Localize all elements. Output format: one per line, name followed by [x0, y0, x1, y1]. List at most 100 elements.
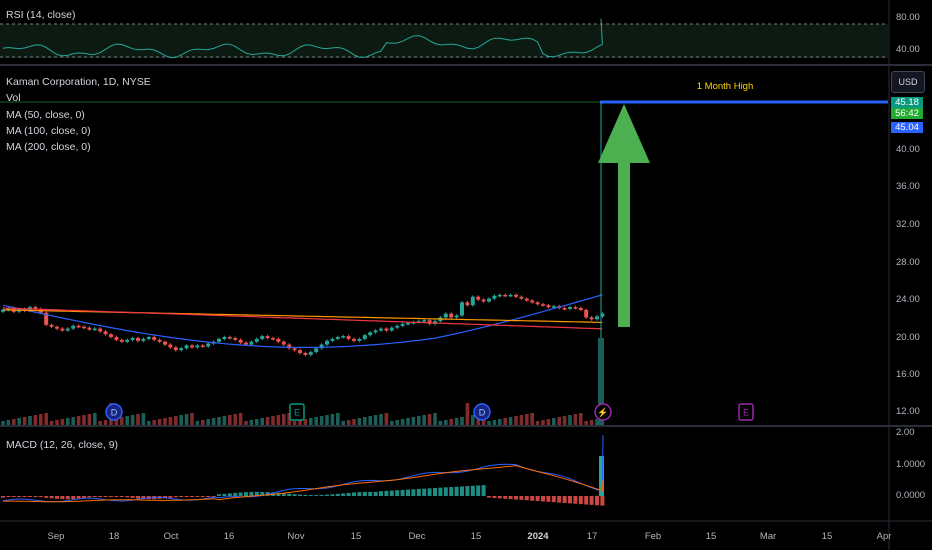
volume-bar — [190, 413, 194, 425]
macd-histogram-bar — [508, 496, 513, 500]
x-label-15d: 15 — [821, 531, 833, 542]
volume-bar — [562, 416, 567, 425]
candle-body — [551, 306, 556, 308]
ma50-line — [2, 294, 603, 348]
symbol-title[interactable]: Kaman Corporation, 1D, NYSE — [6, 76, 151, 88]
x-label-15c: 15 — [705, 531, 717, 542]
candle-body — [33, 307, 38, 309]
macd-histogram-bar — [460, 486, 464, 496]
volume-bar — [298, 420, 302, 425]
volume-bar — [66, 418, 70, 425]
volume-bar — [508, 417, 513, 425]
macd-histogram-bar — [395, 490, 400, 496]
candle-body — [195, 345, 200, 348]
volume-bar — [282, 414, 286, 425]
candle-body — [6, 308, 11, 310]
candle-body — [595, 316, 599, 320]
volume-bar — [163, 418, 167, 425]
candle-body — [49, 324, 54, 327]
macd-histogram-bar — [249, 491, 254, 496]
macd-histogram-bar — [125, 496, 130, 498]
macd-histogram-bar — [71, 496, 76, 500]
macd-histogram-bar — [195, 496, 200, 497]
macd-histogram-bar — [173, 496, 178, 498]
volume-bar — [471, 415, 475, 425]
macd-histogram-bar — [443, 487, 448, 496]
candle-body — [368, 332, 373, 336]
volume-bar — [589, 420, 594, 425]
currency-button[interactable]: USD — [891, 71, 925, 93]
macd-histogram-bar — [254, 491, 259, 496]
volume-bar — [201, 420, 205, 425]
ma200-line — [2, 307, 603, 330]
candle-body — [546, 305, 551, 308]
macd-histogram-bar — [438, 487, 443, 496]
volume-bar — [28, 416, 32, 425]
candle-body — [476, 296, 481, 300]
macd-histogram-bar — [503, 496, 508, 499]
candle-body — [141, 338, 146, 341]
candle-body — [206, 343, 211, 347]
candle-body — [541, 304, 545, 306]
macd-histogram-bar — [49, 496, 54, 499]
volume-bar — [179, 415, 183, 425]
earnings-event-symbol: E — [294, 408, 300, 418]
macd-histogram-bar — [190, 496, 194, 497]
volume-bar — [33, 415, 38, 425]
macd-histogram-bar — [487, 496, 491, 498]
macd-histogram-bar — [233, 492, 238, 496]
volume-bar — [373, 415, 378, 425]
volume-bar — [357, 418, 362, 425]
candle-body — [465, 302, 470, 306]
macd-histogram-bar — [416, 488, 421, 496]
macd-histogram-bar — [454, 486, 459, 496]
macd-histogram-bar — [292, 494, 297, 496]
macd-histogram-bar — [184, 496, 189, 497]
macd-histogram-bar — [217, 494, 221, 496]
macd-histogram-bar — [557, 496, 562, 503]
candle-body — [82, 326, 86, 329]
indicator-ma100[interactable]: MA (100, close, 0) — [6, 125, 91, 137]
indicator-ma200[interactable]: MA (200, close, 0) — [6, 141, 91, 153]
volume-bar — [438, 421, 443, 425]
macd-histogram-bar — [481, 485, 486, 496]
volume-bar — [346, 420, 351, 425]
volume-bar — [433, 413, 437, 425]
macd-histogram-bar — [352, 492, 356, 496]
volume-bar — [330, 414, 335, 425]
indicator-ma50[interactable]: MA (50, close, 0) — [6, 109, 85, 121]
macd-histogram-bar — [92, 496, 97, 497]
volume-bar — [465, 403, 470, 425]
macd-histogram-bar — [357, 492, 362, 496]
indicator-vol[interactable]: Vol — [6, 92, 21, 104]
x-label-18: 18 — [108, 531, 120, 542]
macd-histogram-bar — [109, 496, 113, 497]
candle-body — [319, 344, 324, 349]
macd-histogram-bar — [535, 496, 540, 502]
x-label-sep: Sep — [47, 531, 65, 542]
candle-body — [470, 296, 475, 306]
candle-body — [65, 328, 70, 331]
volume-bar — [184, 414, 189, 425]
volume-bar — [514, 416, 518, 425]
macd-histogram-bar — [33, 496, 38, 497]
macd-histogram-bar — [11, 496, 16, 497]
candle-body — [335, 337, 340, 339]
candle-body — [292, 348, 297, 351]
candle-body — [568, 307, 572, 309]
macd-histogram-bar — [136, 496, 140, 499]
macd-histogram-bar — [281, 493, 286, 496]
volume-bar — [120, 417, 124, 425]
volume-bar — [314, 417, 318, 425]
candle-body — [71, 325, 76, 329]
macd-histogram-bar — [222, 493, 227, 496]
volume-bar — [503, 418, 507, 425]
macd-histogram-bar — [573, 496, 578, 504]
volume-bar — [255, 419, 259, 425]
volume-bar — [487, 421, 491, 425]
candle-body — [508, 294, 513, 297]
macd-histogram-bar — [470, 485, 475, 496]
candle-body — [535, 302, 540, 305]
candle-body — [287, 344, 292, 349]
